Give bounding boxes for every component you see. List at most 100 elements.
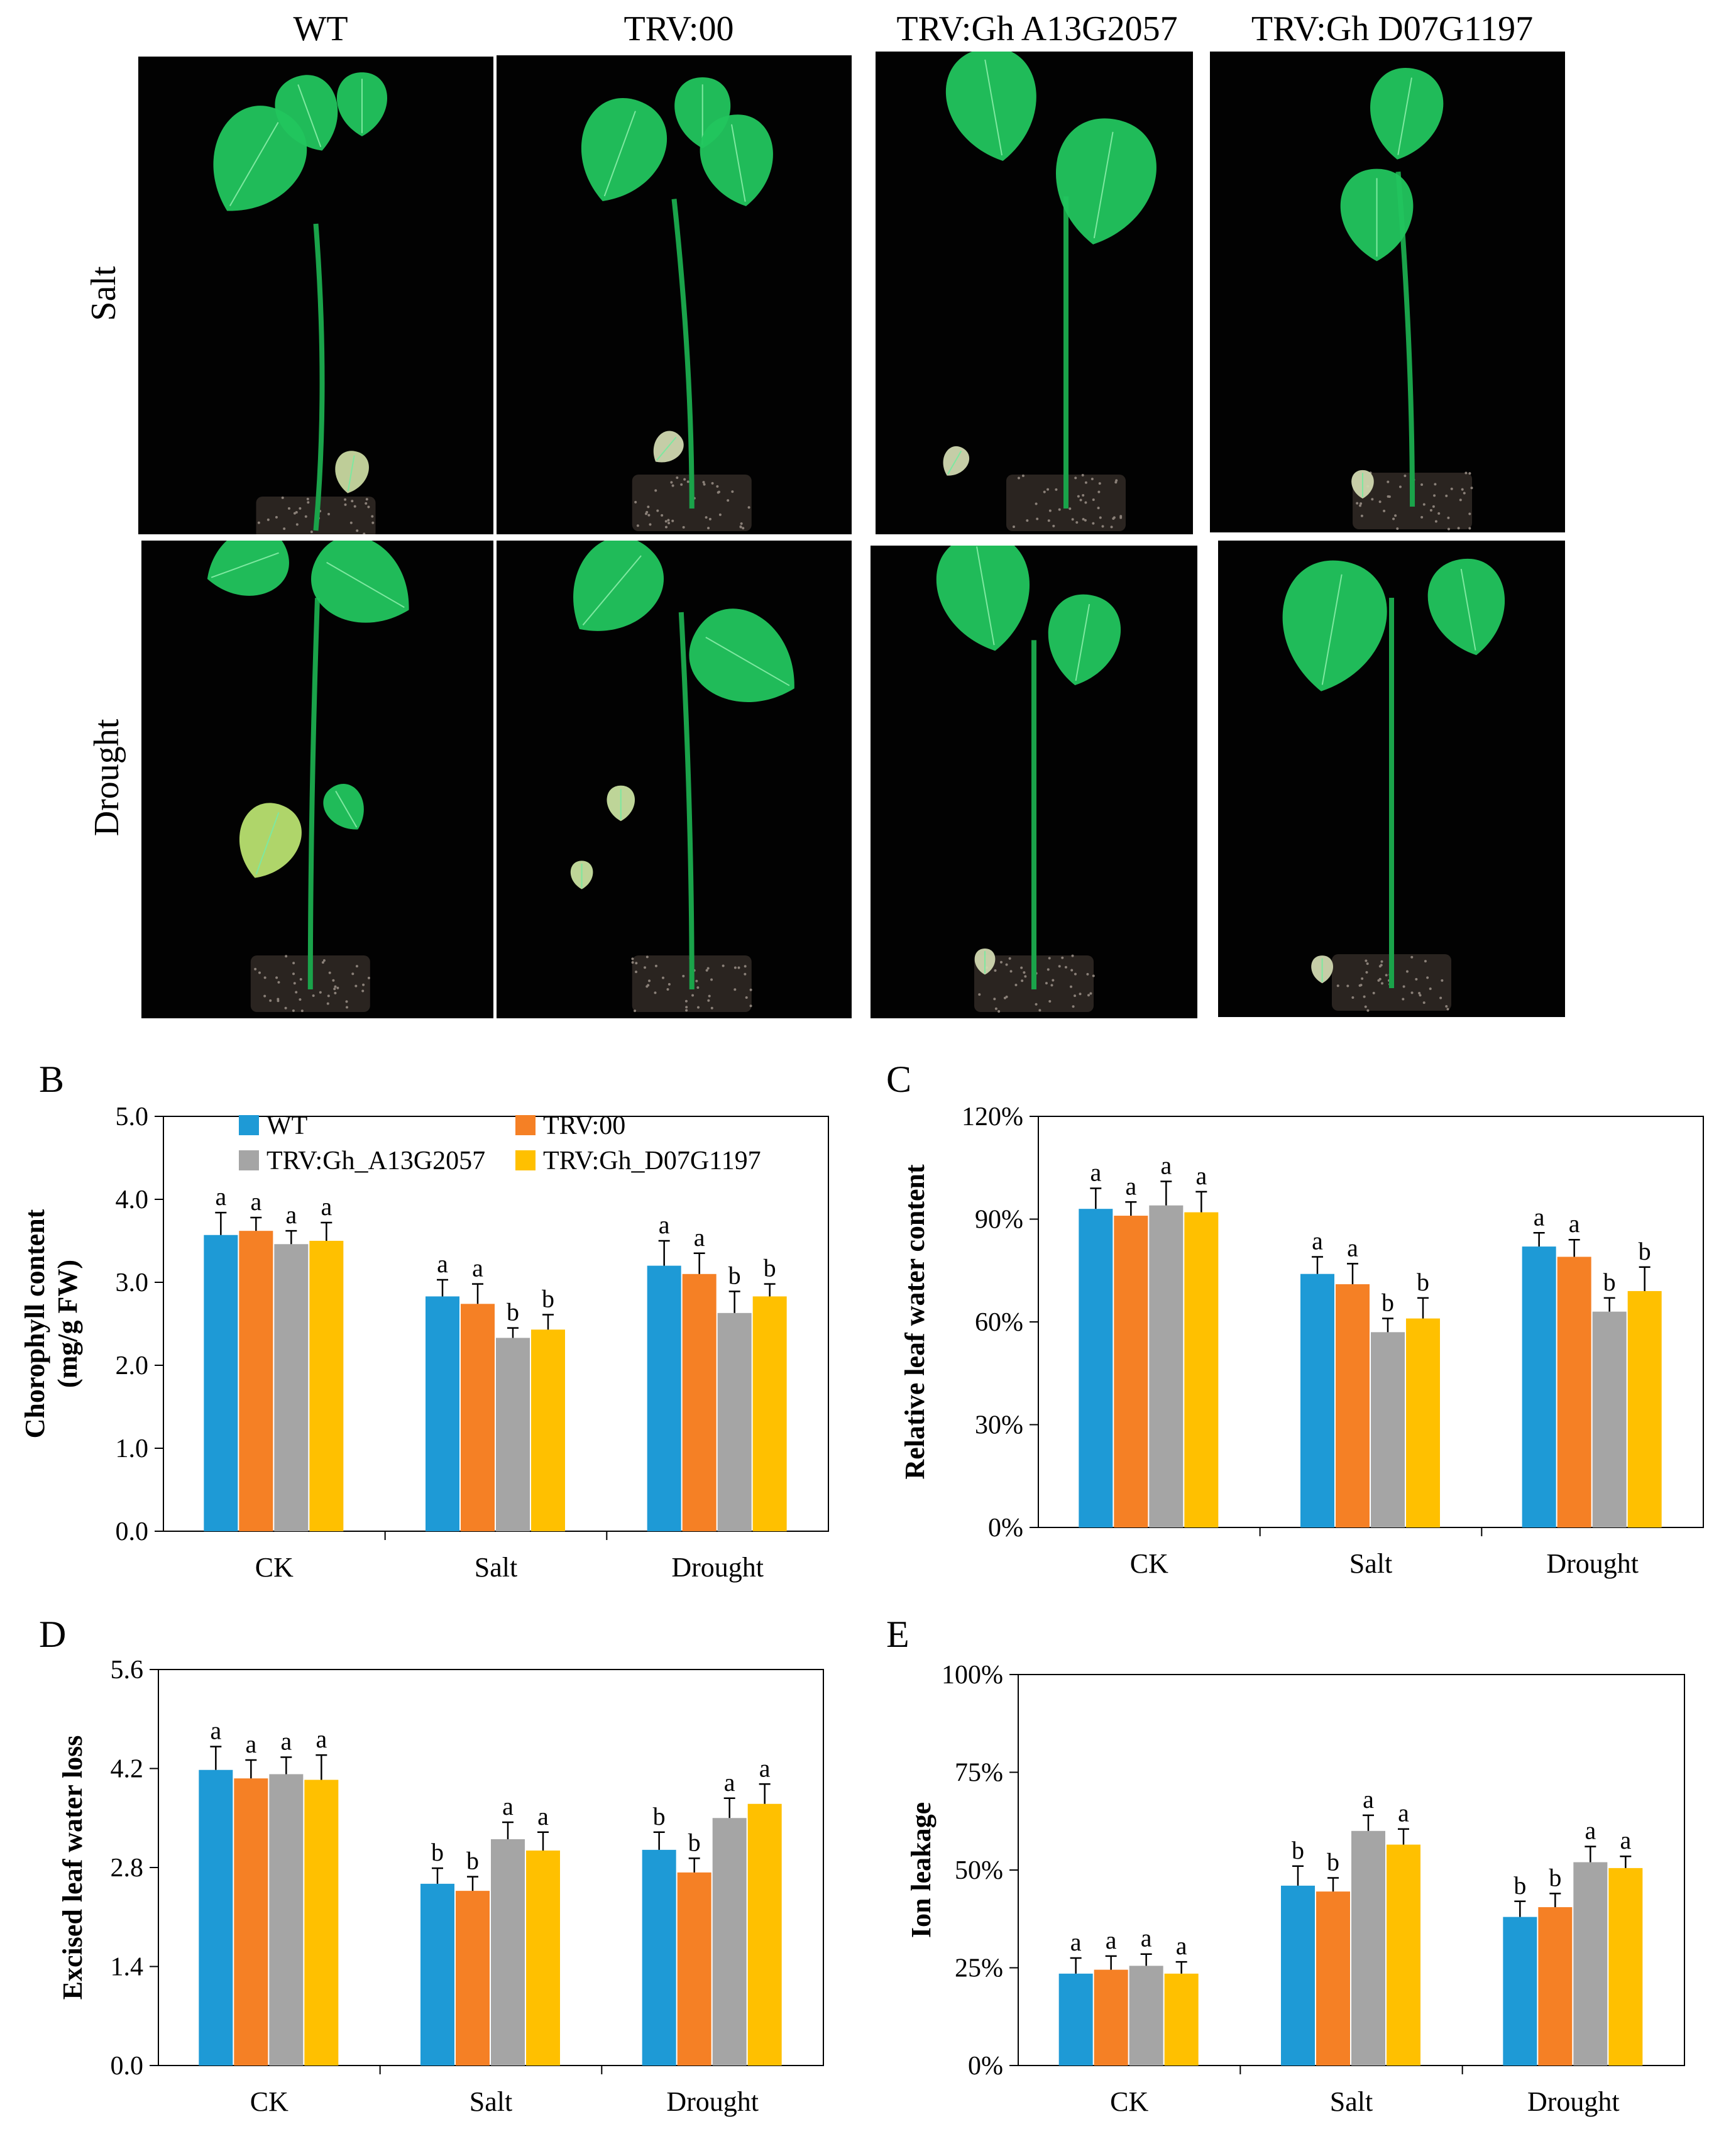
soil-grain: [361, 989, 364, 992]
soil-grain: [1000, 961, 1003, 964]
legend-swatch: [239, 1150, 259, 1170]
soil-grain: [644, 966, 646, 969]
soil-grain: [367, 506, 370, 509]
bar: [642, 1850, 676, 2066]
soil-grain: [645, 512, 647, 515]
soil-grain: [1058, 509, 1061, 511]
photo-trv00-salt: [497, 55, 852, 534]
soil-grain: [1365, 959, 1367, 962]
soil-grain: [1006, 964, 1008, 966]
significance-letter: a: [316, 1725, 327, 1753]
photo-d07g1197-drought: [1218, 541, 1565, 1017]
soil-grain: [667, 519, 669, 521]
soil-grain: [647, 984, 649, 986]
soil-grain: [994, 969, 996, 972]
soil-grain: [662, 977, 664, 979]
soil-grain: [295, 991, 297, 993]
soil-grain: [1092, 975, 1095, 977]
soil-grain: [687, 480, 689, 483]
soil-grain: [1468, 527, 1471, 530]
stem: [316, 224, 322, 531]
soil-grain: [632, 961, 634, 964]
soil-grain: [327, 513, 330, 515]
leaf: [1311, 955, 1333, 983]
legend-label: WT: [266, 1111, 307, 1140]
y-tick-label: 4.0: [116, 1186, 149, 1214]
leaf: [1361, 62, 1449, 166]
soil-grain: [275, 976, 278, 979]
soil-grain: [1070, 986, 1072, 988]
plant-drawing: [871, 546, 1197, 1018]
photo-wt-salt: [138, 57, 493, 534]
soil-grain: [631, 957, 634, 960]
soil-grain: [654, 489, 657, 492]
y-tick-label: 90%: [975, 1206, 1023, 1235]
chart-chlorophyll: 0.01.02.03.04.05.0Chorophyll content(mg/…: [0, 1094, 867, 1597]
soil-grain: [648, 979, 651, 982]
soil-grain: [327, 1003, 329, 1005]
soil-grain: [1036, 518, 1038, 520]
soil-grain: [739, 525, 742, 528]
soil-grain: [307, 501, 309, 503]
y-tick-label: 1.0: [116, 1434, 149, 1463]
row-label-drought: Drought: [87, 708, 127, 847]
bar: [491, 1839, 525, 2066]
soil-grain: [993, 998, 996, 1000]
significance-letter: b: [1603, 1268, 1616, 1296]
soil-grain: [727, 499, 729, 502]
soil-grain: [1441, 979, 1443, 982]
leaf: [607, 786, 635, 822]
soil-grain: [310, 531, 313, 533]
soil-grain: [1102, 525, 1104, 527]
significance-letter: a: [1534, 1202, 1545, 1231]
soil-grain: [263, 995, 266, 998]
soil-grain: [1080, 498, 1082, 501]
soil-grain: [1410, 956, 1413, 959]
bar: [748, 1804, 782, 2066]
soil-grain: [1447, 517, 1449, 519]
soil-grain: [719, 514, 722, 516]
chart-excised-leaf-water-loss: 0.01.42.84.25.6Excised leaf water lossCK…: [0, 1634, 867, 2151]
soil-grain: [371, 515, 373, 518]
soil-grain: [1072, 1005, 1075, 1008]
bar: [456, 1891, 490, 2066]
soil-grain: [697, 1006, 700, 1009]
plant-drawing: [138, 57, 493, 534]
bar: [1538, 1907, 1572, 2066]
significance-letter: a: [250, 1187, 261, 1216]
soil-grain: [655, 965, 657, 967]
y-axis-label: Ion leakage: [906, 1802, 937, 1938]
soil-grain: [366, 498, 368, 500]
soil-grain: [1049, 510, 1052, 512]
soil-grain: [1009, 957, 1011, 960]
soil-grain: [1402, 998, 1404, 1001]
leaf: [547, 541, 680, 656]
x-tick-label: Salt: [1330, 2086, 1373, 2117]
soil-grain: [1004, 997, 1006, 999]
soil-grain: [665, 520, 667, 522]
soil-grain: [1437, 512, 1440, 515]
bar: [718, 1313, 752, 1531]
soil-grain: [1420, 516, 1423, 519]
soil-grain: [1388, 495, 1391, 498]
leaf-blade: [547, 541, 680, 656]
chart-ion-leakage: 0%25%50%75%100%Ion leakageCKa a a aSaltb ba a…: [867, 1634, 1736, 2151]
y-tick-label: 25%: [955, 1954, 1003, 1983]
soil-grain: [1379, 500, 1382, 503]
soil-grain: [299, 507, 301, 510]
soil-grain: [1356, 502, 1358, 505]
soil-grain: [1035, 1003, 1038, 1006]
soil-grain: [750, 1004, 752, 1007]
soil-grain: [1373, 992, 1375, 994]
soil-grain: [1419, 994, 1422, 996]
soil-grain: [344, 503, 347, 506]
legend-label: TRV:Gh_A13G2057: [266, 1147, 485, 1175]
significance-letter: a: [537, 1802, 549, 1830]
bar: [1593, 1312, 1627, 1527]
soil-grain: [333, 987, 336, 990]
soil-grain: [691, 994, 694, 996]
bar: [269, 1774, 303, 2066]
soil-grain: [1014, 984, 1017, 986]
soil-grain: [683, 526, 685, 529]
significance-letter: b: [1292, 1836, 1304, 1864]
